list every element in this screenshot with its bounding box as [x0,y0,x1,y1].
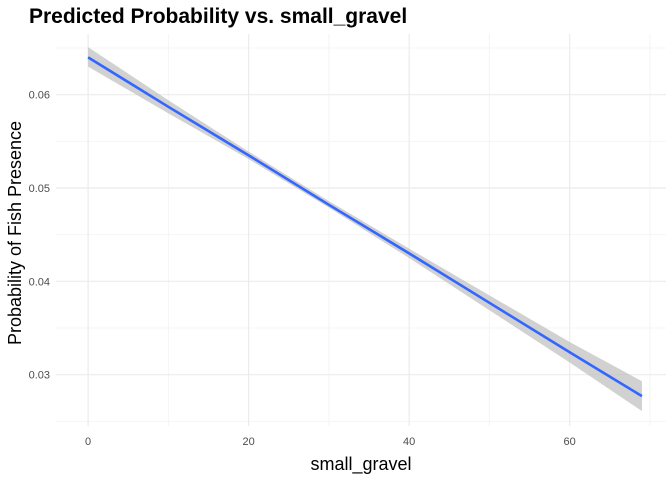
fitted-line [87,56,643,398]
chart-title: Predicted Probability vs. small_gravel [29,5,407,28]
y-tick-label: 0.06 [29,90,50,102]
x-tick-label: 40 [403,436,415,448]
x-tick-label: 20 [243,436,255,448]
y-tick-label: 0.05 [29,183,50,195]
major-gridlines [56,34,666,426]
y-tick-label: 0.04 [29,276,50,288]
x-tick-labels: 0 20 40 60 [85,436,576,448]
minor-gridlines [56,34,666,426]
y-axis-title: Probability of Fish Presence [5,121,25,345]
x-axis-title: small_gravel [310,454,411,475]
x-tick-label: 60 [564,436,576,448]
confidence-band [88,47,642,412]
plot-marks [87,47,643,412]
y-tick-label: 0.03 [29,370,50,382]
x-tick-label: 0 [85,436,91,448]
y-tick-labels: 0.03 0.04 0.05 0.06 [29,90,50,382]
